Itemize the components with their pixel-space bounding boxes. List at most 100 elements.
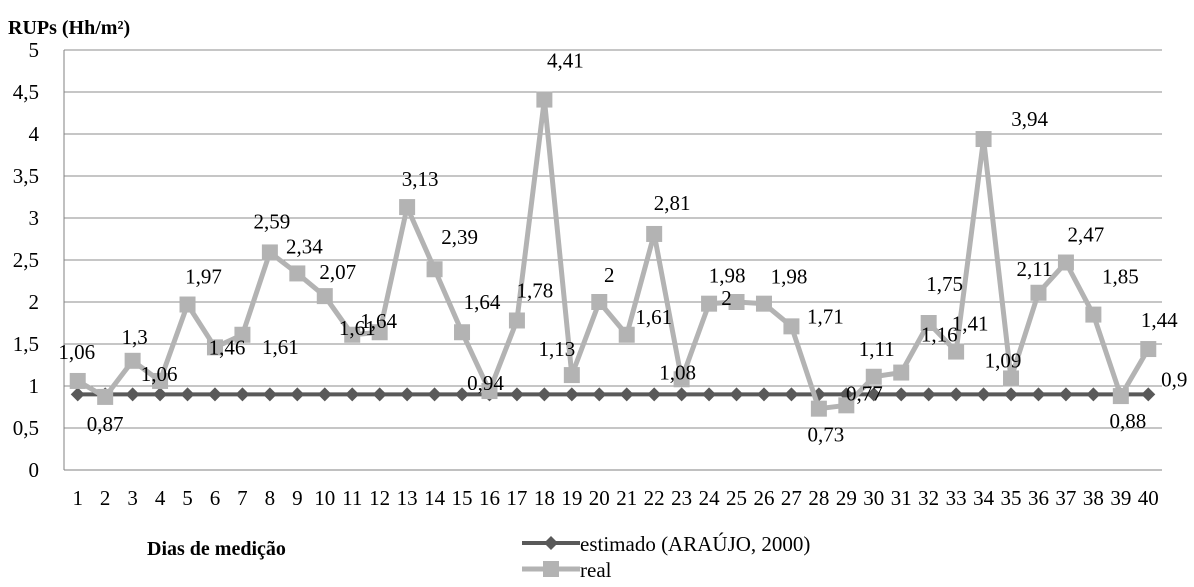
y-tick-label: 4,5: [13, 80, 39, 104]
data-label-real: 2: [721, 286, 732, 310]
data-label-real: 1,71: [807, 304, 844, 328]
data-label-real: 3,94: [1011, 107, 1048, 131]
data-point: [70, 387, 85, 402]
data-point: [674, 387, 689, 402]
data-label-real: 1,16: [921, 323, 958, 347]
data-point: [536, 91, 553, 108]
x-tick-label: 33: [946, 486, 967, 510]
data-point: [921, 387, 936, 402]
x-tick-label: 28: [808, 486, 829, 510]
data-label-real: 1,98: [709, 264, 746, 288]
data-point: [206, 339, 223, 356]
data-point: [290, 387, 305, 402]
y-tick-label: 2,5: [13, 248, 39, 272]
x-tick-label: 10: [314, 486, 335, 510]
data-point: [372, 387, 387, 402]
data-label-real: 4,41: [547, 49, 584, 73]
data-point: [975, 131, 992, 148]
data-label-real: 1,61: [635, 305, 672, 329]
data-point: [1085, 306, 1102, 323]
x-tick-label: 23: [671, 486, 692, 510]
data-point: [783, 318, 800, 335]
x-tick-label: 5: [182, 486, 193, 510]
data-point: [1031, 387, 1046, 402]
x-tick-label: 31: [891, 486, 912, 510]
data-label-real: 1,06: [141, 362, 178, 386]
data-label-real: 2,39: [441, 225, 478, 249]
data-label-real: 1,85: [1102, 265, 1139, 289]
data-point: [1057, 254, 1074, 271]
data-point: [618, 326, 635, 343]
data-label-real: 1,06: [58, 340, 95, 364]
data-point: [976, 387, 991, 402]
data-point: [591, 294, 608, 310]
data-point: [1003, 370, 1020, 387]
series-group: [69, 91, 1157, 417]
data-point: [344, 326, 361, 343]
x-tick-label: 4: [155, 486, 166, 510]
data-label-real: 1,41: [952, 312, 989, 336]
data-label-real: 1,97: [185, 265, 222, 289]
data-point: [728, 294, 745, 310]
data-label-real: 1,75: [926, 272, 963, 296]
x-tick-label: 30: [863, 486, 884, 510]
data-point: [563, 367, 580, 384]
data-label-estimado: 0,9: [1161, 367, 1187, 391]
data-label-real: 1,98: [771, 265, 808, 289]
data-point: [426, 261, 443, 278]
legend: estimado (ARAÚJO, 2000)real: [522, 532, 810, 582]
data-label-real: 1,61: [262, 335, 299, 359]
data-point: [235, 387, 250, 402]
data-point: [920, 315, 937, 331]
y-tick-label: 3,5: [13, 164, 39, 188]
data-point: [262, 387, 277, 402]
data-label-real: 2,47: [1068, 223, 1105, 247]
legend-marker: [543, 561, 559, 577]
y-axis-title: RUPs (Hh/m²): [8, 17, 130, 39]
data-label-real: 1,44: [1141, 308, 1178, 332]
data-point: [838, 397, 855, 414]
data-point: [455, 387, 470, 402]
x-tick-label: 12: [369, 486, 390, 510]
data-label-real: 1,11: [859, 337, 895, 361]
data-point: [537, 387, 552, 402]
data-point: [866, 387, 881, 402]
data-label-real: 2,81: [654, 191, 691, 215]
gridlines: [63, 49, 1162, 471]
data-point: [1140, 341, 1157, 358]
data-point: [673, 371, 690, 388]
data-label-real: 1,64: [360, 309, 397, 333]
legend-item-real: real: [522, 558, 612, 582]
data-point: [481, 383, 498, 400]
data-point: [124, 352, 141, 369]
x-tick-label: 24: [699, 486, 721, 510]
x-tick-label: 1: [72, 486, 83, 510]
data-point: [893, 364, 910, 381]
data-label-real: 3,13: [402, 167, 439, 191]
x-tick-label: 22: [644, 486, 665, 510]
x-tick-label: 21: [616, 486, 637, 510]
data-point: [948, 343, 965, 360]
data-label-real: 2,34: [286, 234, 323, 258]
x-tick-label: 20: [589, 486, 610, 510]
x-tick-label: 40: [1138, 486, 1159, 510]
x-tick-label: 6: [210, 486, 221, 510]
y-tick-labels: 0 0,5 1 1,5 2 2,5 3 3,5 4 4,5 5: [13, 38, 40, 482]
data-label-real: 1,13: [538, 337, 575, 361]
y-tick-label: 0,5: [13, 416, 39, 440]
x-tick-label: 36: [1028, 486, 1049, 510]
y-tick-label: 0: [29, 458, 40, 482]
data-point: [810, 400, 827, 417]
x-axis-title: Dias de medição: [147, 538, 286, 560]
x-tick-label: 39: [1110, 486, 1131, 510]
x-tick-label: 34: [973, 486, 995, 510]
data-point: [399, 199, 416, 216]
data-label-real: 2,59: [254, 209, 291, 233]
data-point: [97, 388, 114, 405]
data-point: [894, 387, 909, 402]
x-tick-label: 25: [726, 486, 747, 510]
legend-marker: [544, 536, 558, 550]
data-point: [1058, 387, 1073, 402]
data-point: [755, 295, 772, 312]
data-label-real: 0,88: [1109, 409, 1146, 433]
